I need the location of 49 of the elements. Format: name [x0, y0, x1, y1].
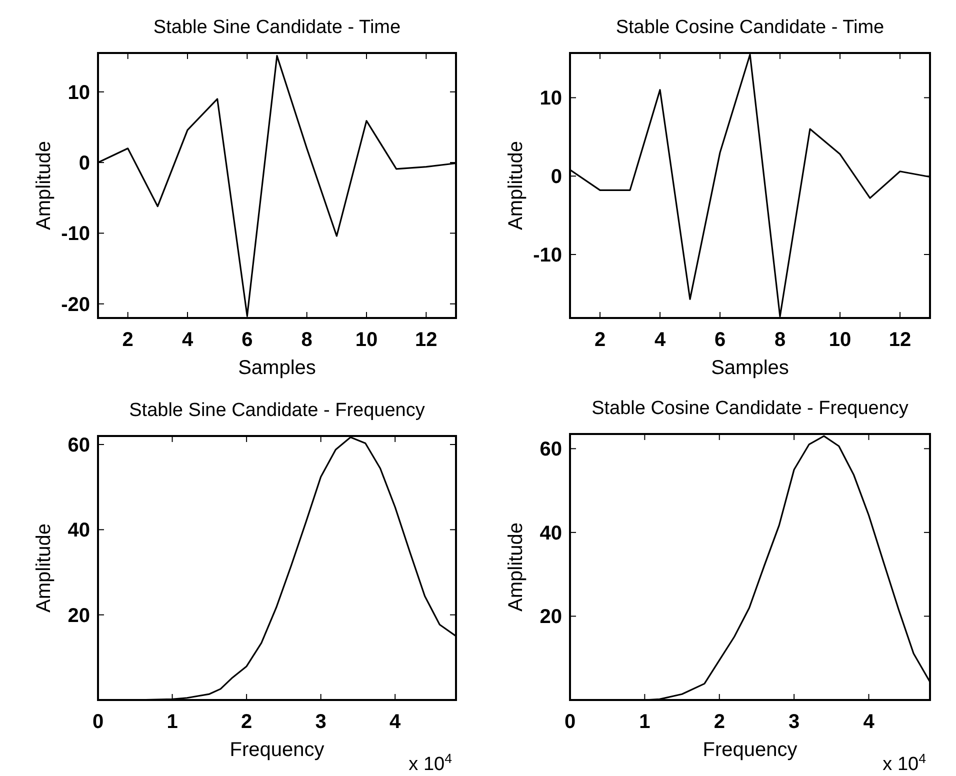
- y-tick-label: 40: [68, 520, 90, 542]
- x-axis-title: Samples: [238, 357, 316, 379]
- x-tick-label: 2: [594, 329, 606, 351]
- x-tick-label: 10: [355, 329, 378, 351]
- x-tick-label: 12: [888, 329, 912, 351]
- x-tick-label: 8: [301, 329, 312, 351]
- y-axis-title: Amplitude: [33, 141, 55, 230]
- y-tick-label: 40: [540, 522, 562, 544]
- x-tick-label: 0: [92, 711, 104, 733]
- chart-title: Stable Cosine Candidate - Time: [616, 17, 884, 38]
- x-tick-label: 12: [415, 329, 438, 351]
- x-tick-label: 6: [714, 329, 726, 351]
- x-tick-label: 6: [242, 329, 253, 351]
- text: x 10$^{4}$: [408, 750, 452, 775]
- x-tick-label: 3: [788, 711, 800, 733]
- y-tick-label: -10: [533, 244, 562, 266]
- y-axis-title: Amplitude: [505, 522, 527, 612]
- y-tick-label: 20: [540, 606, 562, 628]
- x-tick-label: 2: [240, 711, 252, 733]
- x-tick-label: 2: [714, 711, 725, 733]
- y-axis-title: Amplitude: [505, 141, 527, 230]
- x-tick-label: 4: [654, 329, 666, 351]
- y-tick-label: -20: [61, 294, 90, 316]
- x-tick-label: 0: [564, 711, 576, 733]
- x-tick-label: 4: [390, 711, 402, 733]
- x-tick-label: 2: [122, 329, 134, 351]
- y-tick-label: 60: [68, 434, 90, 457]
- y-tick-label: 60: [540, 438, 562, 461]
- x-axis-title: Frequency: [702, 739, 798, 761]
- x-tick-label: 3: [315, 711, 326, 733]
- x-axis-title: Samples: [711, 357, 789, 379]
- y-tick-label: -10: [61, 223, 90, 246]
- text: x 10$^{4}$: [882, 750, 926, 775]
- x-axis-title: Frequency: [230, 739, 324, 761]
- chart-title: Stable Cosine Candidate - Frequency: [592, 398, 909, 419]
- y-tick-label: 10: [68, 82, 90, 104]
- x-tick-label: 8: [774, 329, 786, 351]
- x-tick-label: 10: [828, 329, 852, 351]
- chart-title: Stable Sine Candidate - Frequency: [129, 400, 426, 421]
- y-tick-label: 20: [68, 604, 90, 627]
- x-tick-label: 4: [863, 711, 876, 733]
- y-tick-label: 0: [550, 166, 562, 188]
- x-tick-label: 1: [166, 711, 178, 733]
- y-axis-title: Amplitude: [33, 524, 55, 612]
- y-tick-label: 0: [78, 152, 90, 175]
- y-tick-label: 10: [540, 88, 562, 110]
- chart-title: Stable Sine Candidate - Time: [153, 17, 401, 38]
- x-tick-label: 4: [182, 329, 194, 351]
- x-tick-label: 1: [639, 711, 650, 733]
